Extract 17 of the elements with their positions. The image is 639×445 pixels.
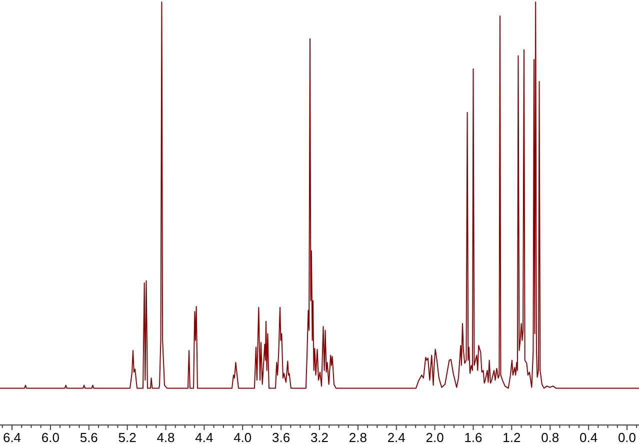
x-tick-label: 4.0 bbox=[234, 430, 252, 445]
x-tick-label: 3.2 bbox=[310, 430, 329, 445]
x-tick-label: 6.0 bbox=[41, 430, 60, 445]
x-tick-label: 0.4 bbox=[580, 430, 598, 445]
x-tick-label: 6.4 bbox=[2, 430, 22, 445]
x-tick-label: 5.6 bbox=[80, 430, 98, 445]
x-tick-label: 2.0 bbox=[426, 430, 444, 445]
x-tick-label: 0.8 bbox=[541, 430, 560, 445]
x-tick-label: 4.4 bbox=[195, 430, 214, 445]
x-tick-label: 3.6 bbox=[272, 430, 290, 445]
x-tick-label: 4.8 bbox=[156, 430, 175, 445]
x-tick-label: 2.8 bbox=[348, 430, 367, 445]
x-tick-label: 1.2 bbox=[502, 430, 521, 445]
x-tick-label: 0.0 bbox=[618, 430, 636, 445]
x-tick-label: 2.4 bbox=[387, 430, 406, 445]
x-tick-label: 5.2 bbox=[118, 430, 136, 445]
x-tick-label: 1.6 bbox=[464, 430, 482, 445]
